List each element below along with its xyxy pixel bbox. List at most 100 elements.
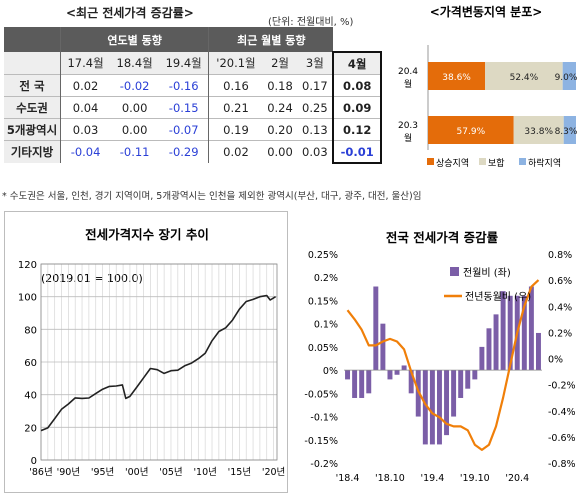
x-tick-label: '19.4 [421,473,445,484]
table-row: 전 국 0.02 -0.02 -0.16 0.16 0.18 0.17 0.08 [4,74,382,97]
bar [500,291,506,371]
combo-title: 전국 전세가격 증감률 [386,230,499,245]
y-left-tick-label: 0.1% [314,320,338,331]
y-right-tick-label: 0.6% [548,276,572,287]
y-right-tick-label: 0.2% [548,328,572,339]
col-header: 19.4월 [159,52,209,75]
legend-label: 전년동월비 (우) [465,291,531,303]
x-tick-label: '10년 [193,467,216,478]
cell: -0.16 [159,74,209,97]
cell: -0.02 [110,74,160,97]
cell: 0.21 [208,96,263,119]
x-tick-label: '15년 [228,467,251,478]
y-right-tick-label: 0% [548,355,563,366]
x-tick-label: '86년 [29,467,52,478]
y-tick-label: 40 [24,391,37,402]
cell: 0.02 [208,140,263,163]
index-panel: 전세가격지수 장기 추이 (2019.01 = 100.0) 0 20 40 60 80… [4,211,288,493]
bar [394,370,400,375]
legend-swatch [519,158,526,165]
cell: 0.16 [208,74,263,97]
row-label: 5개광역시 [4,118,61,141]
x-tick-label: '20.4 [505,473,529,484]
stacked-bar-segment [485,62,563,90]
bar [444,370,450,436]
y-right-tick-label: -0.2% [548,381,576,392]
y-tick-label: 100 [18,293,37,304]
bar [436,370,442,445]
y-left-tick-label: 0% [323,366,338,377]
cell: 0.03 [60,118,111,141]
plot-frame [40,263,278,461]
category-label-suffix: 월 [404,132,412,144]
bar [535,332,541,371]
y-left-tick-label: 0.05% [308,343,338,354]
bar [458,370,464,398]
x-tick-label: '20년 [262,467,285,478]
bar [359,370,365,398]
cell: -0.04 [60,140,111,163]
table-row: 5개광역시 0.03 0.00 -0.07 0.19 0.20 0.13 0.1… [4,118,382,141]
legend-label: 상승지역 [436,158,469,169]
corner-cell-2 [4,52,61,75]
bar [493,314,499,371]
y-left-tick-label: 0.2% [314,273,338,284]
combo-chart: 전국 전세가격 증감률 -0.2% -0.15% -0.1% -0.05% 0% 0.05… [304,230,576,484]
col-header-apr: 4월 [332,51,382,75]
legend-swatch [479,158,486,165]
bar [387,370,393,380]
index-title: 전세가격지수 장기 추이 [85,227,209,242]
yoy-line [346,279,540,451]
y-right-tick-label: -0.6% [548,433,576,444]
rate-table: 연도별 동향 최근 월별 동향 17.4월 18.4월 19.4월 '20.1월… [4,27,382,164]
legend-swatch [427,158,434,165]
corner-cell-right [333,27,381,52]
data-label: 57.9% [457,127,486,137]
distribution-title: <가격변동지역 분포> [430,4,543,19]
y-right-tick-label: 0.8% [548,250,572,261]
bar [401,365,407,371]
index-annotation: (2019.01 = 100.0) [41,272,143,285]
category-label: 20.4 [398,67,418,77]
data-label: 9.0% [555,73,578,83]
col-header: '20.1월 [208,52,263,75]
y-tick-label: 60 [24,358,37,369]
y-tick-label: 0 [31,456,37,467]
cell: 0.00 [110,96,160,119]
x-tick-label: '90년 [57,467,80,478]
bar [528,286,534,371]
bar [472,370,478,380]
col-header: 17.4월 [60,52,111,75]
cell: -0.07 [159,118,209,141]
x-tick-label: '19.10 [460,473,490,484]
cell: 0.25 [297,96,334,119]
col-header: 2월 [262,52,298,75]
row-label: 수도권 [4,96,61,119]
y-tick-label: 120 [18,260,37,271]
legend-swatch-bar [450,267,459,276]
y-left-tick-label: -0.05% [304,389,338,400]
data-label: 38.6% [442,73,471,83]
row-label: 기타지방 [4,140,61,163]
table-unit: (단위: 전월대비, %) [268,17,354,28]
cell-apr: 0.09 [332,96,382,119]
legend-label: 하락지역 [528,157,561,169]
col-header: 18.4월 [110,52,160,75]
stacked-bar-segment [563,116,576,144]
y-right-tick-label: -0.8% [548,459,576,470]
x-tick-label: '18.4 [336,473,360,484]
stacked-bar-segment [428,116,514,144]
cell-apr: 0.08 [332,74,382,97]
stacked-bar-segment [562,62,576,90]
stacked-bar-segment [513,116,564,144]
bar [465,370,471,389]
cell: 0.24 [262,96,298,119]
cell: 0.13 [297,118,334,141]
group-annual-header: 연도별 동향 [59,27,209,52]
cell: 0.18 [262,74,298,97]
cell: 0.00 [262,140,298,163]
bar [486,328,492,371]
table-title: <최근 전세가격 증감률> [66,6,194,20]
bar [479,346,485,371]
